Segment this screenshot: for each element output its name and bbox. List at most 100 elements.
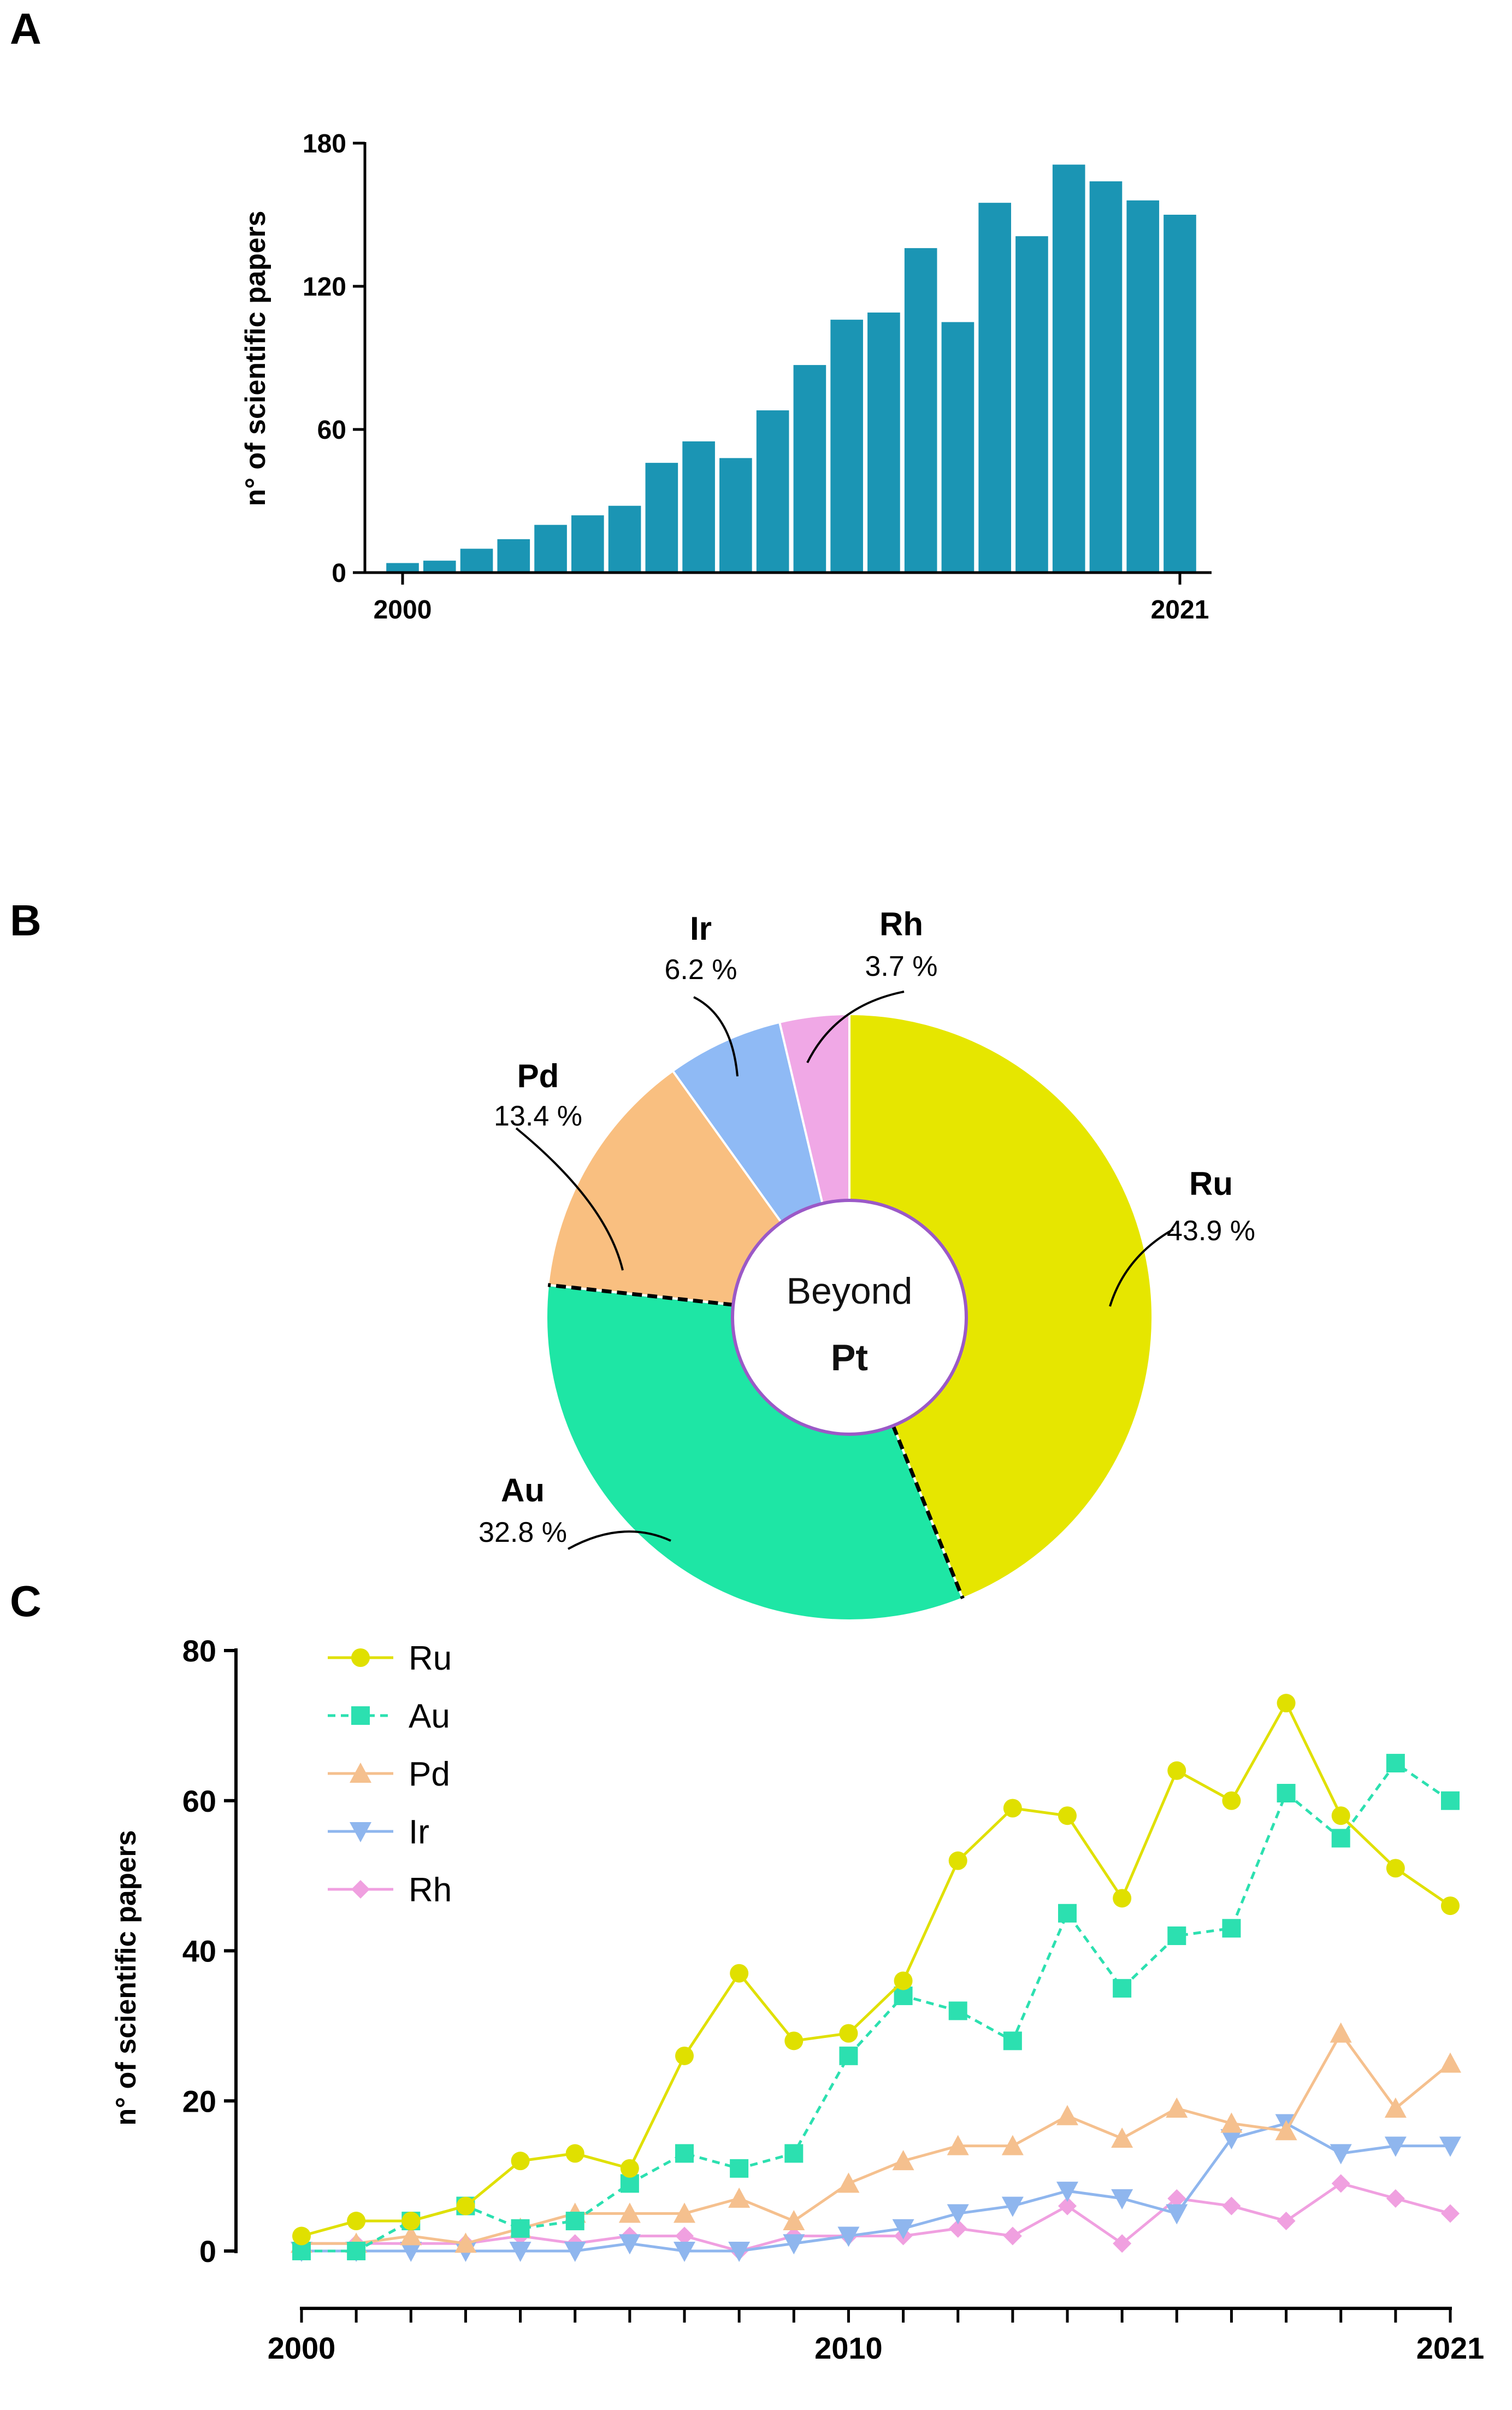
- point-ir-2011: [892, 2219, 914, 2240]
- point-ir-2010: [837, 2226, 860, 2247]
- bar-2002: [460, 549, 493, 573]
- point-pd-2006: [618, 2202, 641, 2223]
- series-line-ir: [302, 2122, 1450, 2253]
- point-ir-2019: [1330, 2144, 1352, 2165]
- point-rh-2014: [1058, 2196, 1077, 2215]
- point-ru-2004: [511, 2152, 530, 2171]
- x-tick-label-2000: 2000: [268, 2331, 336, 2365]
- panel-letter-a: A: [10, 4, 42, 53]
- panel-letter-b: B: [10, 896, 42, 945]
- point-ru-2001: [347, 2212, 366, 2231]
- point-pd-2008: [728, 2187, 751, 2208]
- bar-2006: [608, 505, 641, 573]
- point-pd-2016: [1166, 2097, 1188, 2118]
- slice-label-au: Au: [501, 1472, 545, 1509]
- slice-pct-au: 32.8 %: [479, 1517, 567, 1548]
- slice-separator-1: [891, 1425, 965, 1600]
- bar-2005: [571, 515, 604, 573]
- x-tick-label-2021: 2021: [1151, 596, 1209, 624]
- point-au-2019: [1331, 1829, 1350, 1848]
- x-tick-label-2010: 2010: [814, 2331, 883, 2365]
- point-ir-2021: [1439, 2136, 1461, 2157]
- y-tick-label-0: 0: [199, 2234, 216, 2268]
- point-pd-2002: [400, 2225, 422, 2246]
- donut-labels: Ru 43.9 % Au 32.8 % Pd 13.4 % Ir 6.2 % Rh 3.7 %: [479, 906, 1255, 1550]
- bar-2013: [867, 313, 900, 573]
- series-line-pd: [302, 2030, 1451, 2245]
- x-tick-label-2021: 2021: [1416, 2331, 1485, 2365]
- donut-center-text: Beyond: [787, 1270, 913, 1312]
- point-rh-2019: [1331, 2174, 1350, 2193]
- legend-marker-rh: [351, 1880, 370, 1899]
- series-line-ru: [301, 1700, 1451, 2237]
- point-au-2004: [511, 2219, 530, 2238]
- point-pd-2007: [674, 2202, 695, 2223]
- point-ru-2002: [401, 2212, 421, 2231]
- point-ru-2011: [894, 1971, 913, 1990]
- point-ru-2006: [620, 2159, 639, 2178]
- point-au-2008: [730, 2159, 749, 2178]
- slice-label-pd: Pd: [517, 1058, 559, 1094]
- legend-label-rh: Rh: [409, 1871, 452, 1909]
- bar-chart: n° of scientific papers 0 60 120 180 2000 202…: [240, 129, 1212, 624]
- point-ir-2009: [783, 2234, 805, 2255]
- legend-marker-ir: [350, 1822, 371, 1842]
- slice-pct-rh: 3.7 %: [865, 951, 938, 982]
- point-ir-2020: [1384, 2136, 1407, 2157]
- point-rh-2018: [1277, 2212, 1296, 2231]
- bar-2015: [941, 322, 974, 573]
- point-ru-2010: [839, 2024, 858, 2043]
- y-tick-label-60: 60: [317, 416, 346, 445]
- point-ru-2013: [1003, 1799, 1022, 1818]
- bar-2019: [1089, 181, 1123, 573]
- point-ru-2007: [675, 2046, 694, 2065]
- panel-letter-c: C: [10, 1577, 42, 1625]
- point-pd-2009: [783, 2210, 805, 2231]
- point-ru-2019: [1331, 1806, 1350, 1825]
- point-ir-2012: [947, 2204, 969, 2225]
- leader-line-pd: [515, 1127, 624, 1271]
- slice-label-ir: Ir: [690, 910, 712, 947]
- slice-pct-ir: 6.2 %: [665, 954, 737, 986]
- point-pd-2011: [892, 2150, 914, 2171]
- bar-chart-axes: 0 60 120 180 2000 2021: [303, 129, 1212, 624]
- point-ru-2015: [1113, 1889, 1132, 1908]
- point-ir-2006: [618, 2234, 641, 2255]
- slice-ru: [848, 1012, 1154, 1600]
- leader-line-ir: [693, 996, 739, 1077]
- y-tick-label-40: 40: [182, 1934, 216, 1969]
- leader-line-ru: [1109, 1228, 1174, 1307]
- leader-line-au: [568, 1530, 671, 1550]
- point-ir-2007: [674, 2242, 695, 2262]
- point-ru-2009: [784, 2031, 804, 2050]
- point-pd-2014: [1056, 2105, 1078, 2125]
- point-ru-2021: [1441, 1896, 1460, 1916]
- point-pd-2003: [454, 2232, 477, 2253]
- point-rh-2013: [1003, 2226, 1022, 2246]
- point-ir-2017: [1220, 2129, 1243, 2149]
- legend-marker-pd: [350, 1763, 371, 1783]
- point-pd-2015: [1111, 2127, 1133, 2148]
- point-rh-2020: [1386, 2189, 1405, 2208]
- series-line-rh: [302, 2182, 1451, 2253]
- legend-label-pd: Pd: [409, 1755, 450, 1793]
- point-au-2001: [347, 2242, 366, 2260]
- point-ru-2003: [456, 2196, 475, 2215]
- point-pd-2021: [1439, 2052, 1461, 2073]
- bar-2016: [978, 203, 1012, 573]
- bar-2000: [386, 563, 419, 573]
- bar-2007: [645, 463, 678, 573]
- point-ir-2008: [728, 2242, 751, 2262]
- point-ir-2002: [400, 2242, 422, 2262]
- point-au-2010: [839, 2046, 858, 2065]
- point-au-2017: [1222, 1919, 1241, 1938]
- point-ru-2000: [292, 2226, 311, 2246]
- slice-pct-pd: 13.4 %: [494, 1100, 582, 1132]
- slice-separator-2: [547, 1283, 734, 1307]
- point-pd-2017: [1220, 2112, 1243, 2133]
- point-au-2014: [1058, 1904, 1077, 1923]
- point-rh-2012: [948, 2219, 967, 2238]
- point-rh-2015: [1113, 2234, 1132, 2253]
- point-au-2015: [1113, 1979, 1132, 1998]
- bar-2017: [1015, 236, 1048, 573]
